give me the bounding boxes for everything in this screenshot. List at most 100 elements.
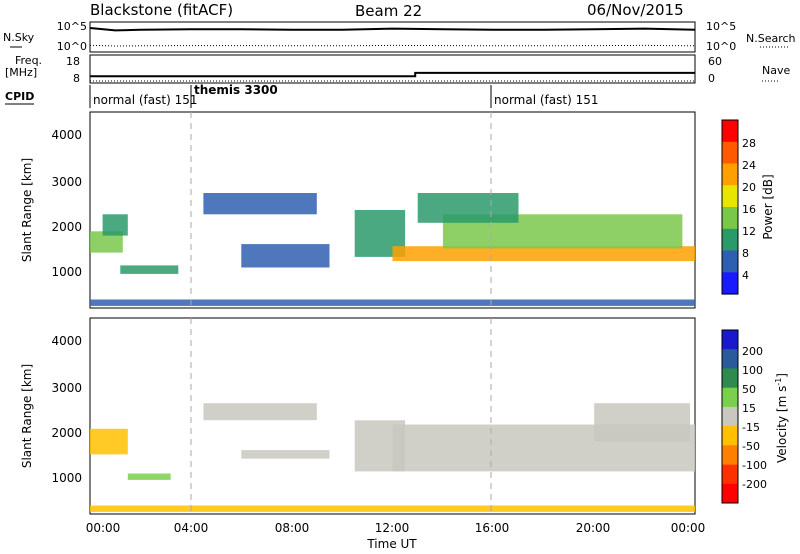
velocity-frame: [89, 317, 696, 515]
power-ylabel: Slant Range [km]: [20, 158, 34, 262]
power-colorbar: 28 24 20 16 12 8 4 Power [dB]: [721, 119, 775, 295]
xtick-0: 00:00: [86, 521, 121, 535]
velocity-cbar-tick-m15: -15: [742, 421, 760, 434]
xtick-1: 04:00: [174, 521, 209, 535]
cpid-label: CPID: [5, 90, 34, 103]
power-cbar-tick-4: 4: [742, 269, 749, 282]
velocity-cbar-tick-50: 50: [742, 383, 756, 396]
power-cbar-tick-8: 8: [742, 247, 749, 260]
velocity-cbar-tick-200: 200: [742, 345, 763, 358]
velocity-colorbar-cell-5: [722, 426, 738, 446]
power-cbar-tick-12: 12: [742, 225, 756, 238]
power-region-0: [90, 231, 123, 253]
power-colorbar-label: Power [dB]: [761, 174, 775, 239]
noise-right-label: N.Search: [746, 32, 796, 45]
freq-tick-bottom: 8: [73, 72, 80, 85]
velocity-colorbar-cell-8: [722, 483, 738, 504]
noise-left-tick-top: 10^5: [57, 20, 87, 33]
velocity-colorbar: 200 100 50 15 -15 -50 -100 -200 Velocity…: [721, 329, 789, 504]
power-colorbar-cell-4: [722, 207, 738, 230]
power-region-9: [90, 299, 695, 306]
power-colorbar-cell-2: [722, 163, 738, 186]
velocity-region-7: [90, 505, 695, 512]
power-colorbar-cell-5: [722, 228, 738, 252]
date-title: 06/Nov/2015: [587, 1, 684, 19]
power-region-4: [203, 193, 317, 215]
cpid-segment-2: themis 3300: [194, 83, 278, 97]
power-cbar-tick-16: 16: [742, 203, 756, 216]
velocity-region-2: [241, 450, 330, 459]
velocity-label-exp: -1: [774, 378, 783, 386]
power-panel: 4000 3000 2000 1000 Slant Range [km]: [20, 111, 696, 309]
velocity-ylabel: Slant Range [km]: [20, 364, 34, 468]
power-cbar-tick-20: 20: [742, 181, 756, 194]
noise-left-label: N.Sky: [3, 31, 35, 44]
beam-title: Beam 22: [355, 2, 422, 20]
power-colorbar-cell-1: [722, 141, 738, 165]
velocity-colorbar-cell-0: [722, 330, 738, 350]
power-ytick-1000: 1000: [51, 265, 82, 279]
velocity-cbar-tick-m200: -200: [742, 478, 767, 491]
velocity-colorbar-cell-3: [722, 387, 738, 408]
xtick-3: 12:00: [375, 521, 410, 535]
velocity-colorbar-cell-7: [722, 464, 738, 485]
velocity-panel: 4000 3000 2000 1000 Slant Range [km]: [20, 317, 696, 515]
velocity-label-name: Velocity: [775, 416, 789, 463]
station-title: Blackstone (fitACF): [90, 1, 233, 19]
velocity-ytick-2000: 2000: [51, 426, 82, 440]
freq-series: [90, 71, 695, 78]
xlabel: Time UT: [366, 537, 417, 551]
velocity-colorbar-cell-4: [722, 406, 738, 427]
velocity-label-end: ]: [775, 373, 789, 378]
power-region-2: [120, 265, 179, 274]
power-colorbar-cell-6: [722, 250, 738, 273]
freq-panel: Freq. [MHz] 18 8 60 0 Nave: [5, 54, 790, 85]
velocity-cbar-tick-15: 15: [742, 402, 756, 415]
velocity-region-0: [90, 428, 128, 455]
noise-frame: [89, 21, 696, 53]
power-colorbar-frame: [721, 119, 739, 295]
power-cbar-tick-28: 28: [742, 137, 756, 150]
velocity-region-1: [127, 473, 171, 480]
power-cbar-tick-24: 24: [742, 159, 756, 172]
noise-panel: N.Sky 10^5 10^0 10^5 10^0 N.Search: [3, 20, 796, 53]
xtick-5: 20:00: [576, 521, 611, 535]
freq-left-label: Freq.: [15, 54, 42, 67]
velocity-cbar-tick-m100: -100: [742, 459, 767, 472]
velocity-ytick-3000: 3000: [51, 381, 82, 395]
xtick-6: 00:00: [671, 521, 706, 535]
velocity-colorbar-cell-1: [722, 349, 738, 369]
nave-tick-bottom: 0: [708, 72, 715, 85]
power-colorbar-cell-7: [722, 272, 738, 295]
power-ytick-3000: 3000: [51, 175, 82, 189]
power-region-3: [241, 244, 330, 268]
velocity-cbar-tick-m50: -50: [742, 440, 760, 453]
x-axis: 00:00 04:00 08:00 12:00 16:00 20:00 00:0…: [86, 521, 706, 551]
nave-label: Nave: [762, 64, 790, 77]
velocity-ytick-4000: 4000: [51, 334, 82, 348]
power-colorbar-cell-0: [722, 120, 738, 143]
velocity-cbar-tick-100: 100: [742, 364, 763, 377]
noise-right-tick-top: 10^5: [706, 20, 736, 33]
cpid-segment-1: normal (fast) 151: [93, 93, 197, 107]
cpid-segment-3: normal (fast) 151: [494, 93, 598, 107]
noise-sky-series: [89, 27, 696, 32]
power-colorbar-cell-3: [722, 185, 738, 208]
freq-frame: [89, 54, 696, 84]
velocity-colorbar-label: Velocity [m s-1]: [774, 373, 789, 463]
power-ytick-4000: 4000: [51, 128, 82, 142]
freq-tick-top: 18: [66, 55, 80, 68]
power-ytick-2000: 2000: [51, 220, 82, 234]
xtick-4: 16:00: [475, 521, 510, 535]
power-region-8: [417, 193, 519, 223]
velocity-heatmap: [90, 403, 695, 512]
noise-right-tick-bottom: 10^0: [706, 40, 736, 53]
cpid-panel: CPID normal (fast) 151 themis 3300 norma…: [5, 83, 598, 108]
velocity-region-3: [203, 403, 317, 421]
freq-left-unit: [MHz]: [5, 66, 37, 79]
velocity-colorbar-frame: [721, 329, 739, 504]
power-region-6: [392, 246, 695, 262]
velocity-region-6: [594, 403, 690, 442]
velocity-ytick-1000: 1000: [51, 471, 82, 485]
